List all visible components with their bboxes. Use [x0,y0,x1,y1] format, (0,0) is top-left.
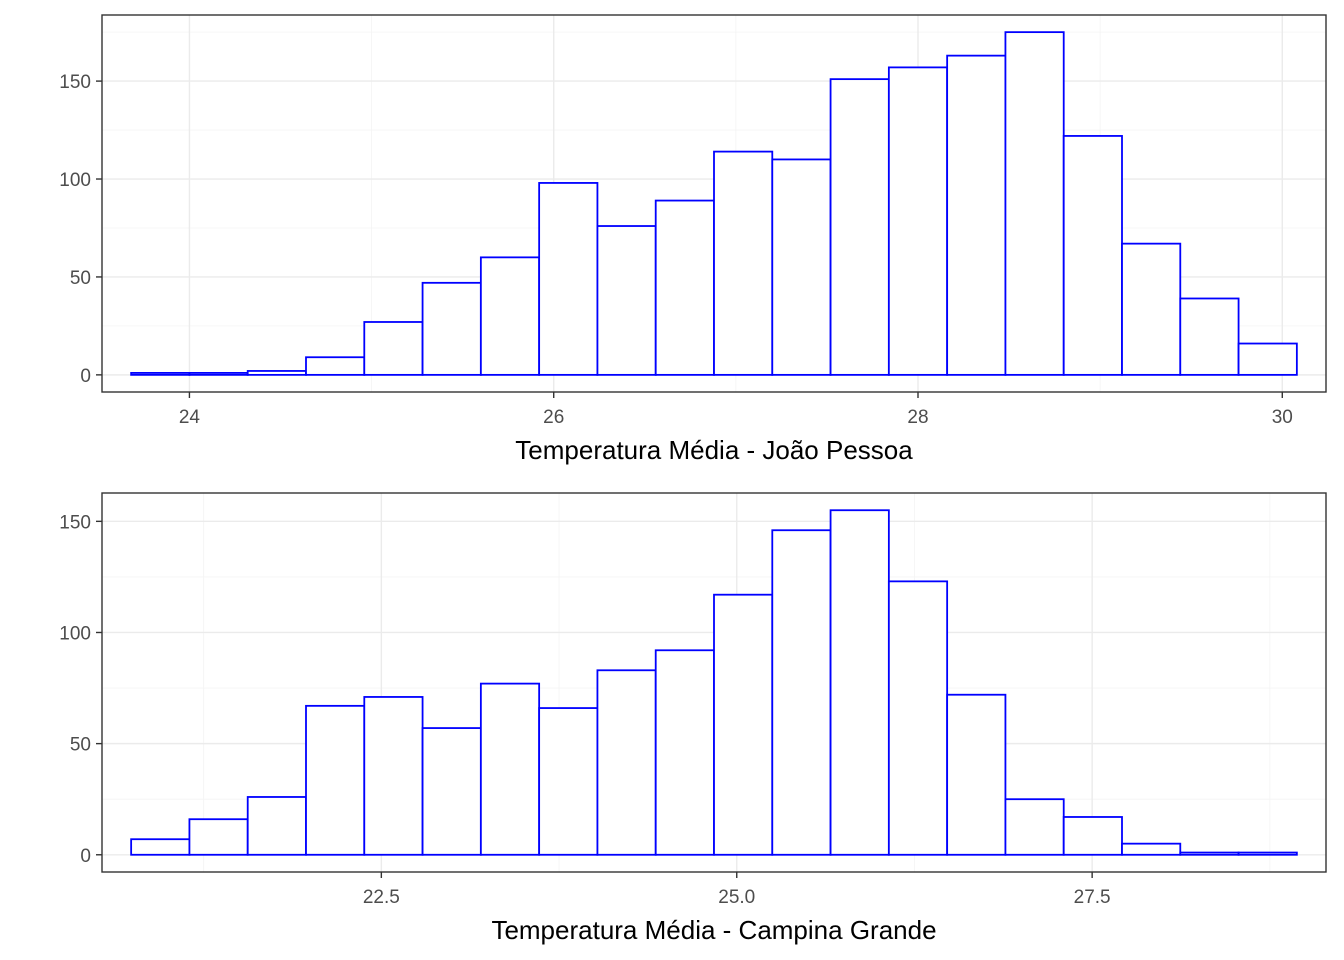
x-tick-label-joao-pessoa-2: 28 [907,407,928,428]
histogram-bar-campina-grande-3 [305,704,366,856]
histogram-bar-joao-pessoa-7 [538,182,599,376]
x-tick-label-joao-pessoa-3: 30 [1272,407,1293,428]
histogram-bar-campina-grande-9 [654,649,715,856]
histogram-bar-joao-pessoa-2 [246,370,307,376]
histogram-bar-joao-pessoa-18 [1179,297,1240,376]
histogram-bar-campina-grande-1 [188,818,249,856]
histogram-bar-campina-grande-17 [1121,842,1182,856]
bars-joao-pessoa [130,31,1298,376]
histogram-bar-campina-grande-19 [1237,851,1298,856]
histogram-bar-joao-pessoa-15 [1004,31,1065,376]
histogram-bar-campina-grande-14 [946,693,1007,856]
histogram-bar-joao-pessoa-19 [1237,342,1298,376]
axes-campina-grande: 22.5 25.0 27.5 0 50 100 150 [59,512,1110,908]
histogram-bar-joao-pessoa-13 [887,66,949,376]
histogram-bar-campina-grande-0 [130,838,191,856]
x-tick-label-joao-pessoa-0: 24 [179,407,201,428]
histogram-bar-campina-grande-4 [363,696,424,856]
histogram-bar-joao-pessoa-0 [130,372,191,376]
panel-border-joao-pessoa [101,14,1327,393]
y-tick-label-joao-pessoa-3: 150 [59,72,91,93]
panel-campina-grande: 22.5 25.0 27.5 0 50 100 150 Temperatura Média … [59,492,1327,945]
y-tick-label-joao-pessoa-2: 100 [59,170,91,191]
histogram-bar-joao-pessoa-14 [946,54,1007,376]
y-tick-label-campina-grande-0: 0 [80,846,91,867]
histogram-bar-campina-grande-15 [1004,798,1065,856]
bars-campina-grande [130,509,1298,856]
x-axis-title-joao-pessoa: Temperatura Média - João Pessoa [515,435,913,465]
histogram-bar-joao-pessoa-8 [596,225,657,376]
histogram-bar-joao-pessoa-1 [188,372,249,376]
histogram-bar-campina-grande-11 [771,529,832,856]
histogram-bar-campina-grande-10 [713,593,774,856]
histogram-bar-campina-grande-2 [246,796,307,856]
histogram-bar-campina-grande-16 [1062,816,1123,856]
histogram-bar-joao-pessoa-5 [421,281,482,376]
y-tick-label-campina-grande-3: 150 [59,512,91,533]
histogram-bar-joao-pessoa-10 [713,150,774,376]
x-tick-label-joao-pessoa-1: 26 [543,407,564,428]
y-tick-label-campina-grande-1: 50 [70,735,91,756]
histogram-bar-joao-pessoa-17 [1121,242,1182,376]
histogram-bar-joao-pessoa-3 [305,356,366,376]
histogram-bar-joao-pessoa-9 [654,199,715,376]
histogram-bar-campina-grande-12 [829,509,890,856]
histogram-bar-campina-grande-6 [479,682,541,856]
panel-border-campina-grande [101,492,1327,873]
panel-joao-pessoa: 24 26 28 30 0 50 100 150 Temperatura Média - Jo… [59,14,1327,465]
histogram-bar-campina-grande-18 [1179,851,1240,856]
y-tick-label-campina-grande-2: 100 [59,623,91,644]
histogram-bar-campina-grande-7 [538,707,599,856]
histogram-bar-joao-pessoa-6 [479,256,541,376]
x-tick-label-campina-grande-1: 25.0 [718,887,755,908]
y-tick-label-joao-pessoa-1: 50 [70,268,91,289]
histogram-bar-campina-grande-13 [887,580,949,856]
histogram-bar-joao-pessoa-11 [771,158,832,376]
histogram-bar-campina-grande-8 [596,669,657,856]
x-tick-label-campina-grande-2: 27.5 [1074,887,1111,908]
y-tick-label-joao-pessoa-0: 0 [80,366,91,387]
x-tick-label-campina-grande-0: 22.5 [363,887,400,908]
axes-joao-pessoa: 24 26 28 30 0 50 100 150 [59,72,1293,428]
x-axis-title-campina-grande: Temperatura Média - Campina Grande [491,915,936,945]
histogram-bar-joao-pessoa-16 [1062,135,1123,376]
histogram-bar-joao-pessoa-4 [363,321,424,376]
histogram-bar-campina-grande-5 [421,727,482,856]
histogram-bar-joao-pessoa-12 [829,78,890,376]
